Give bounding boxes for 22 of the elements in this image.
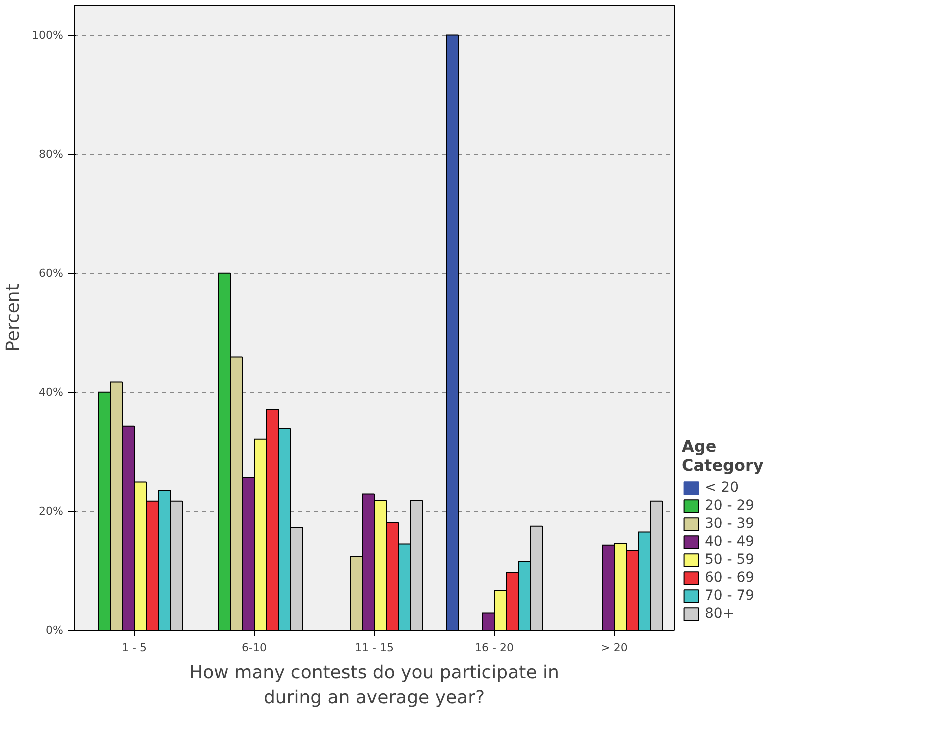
y-tick-label: 20%: [39, 504, 64, 518]
y-axis-title: Percent: [3, 284, 24, 352]
legend-label: 50 - 59: [705, 552, 755, 568]
x-tick-label: 6-10: [242, 642, 267, 654]
legend-label: 80+: [705, 606, 735, 622]
x-tick-label: 16 - 20: [475, 642, 514, 654]
y-tick-label: 80%: [39, 148, 64, 161]
x-tick-label: 11 - 15: [355, 642, 394, 654]
y-tick-label: 100%: [32, 28, 64, 42]
y-tick-label: 40%: [39, 386, 64, 399]
x-tick-label: > 20: [601, 642, 628, 654]
legend-label: < 20: [705, 480, 739, 496]
legend-label: 60 - 69: [705, 570, 755, 586]
legend-label: 20 - 29: [705, 498, 755, 514]
legend-title: Age Category: [682, 437, 764, 475]
x-tick-label: 1 - 5: [122, 642, 147, 654]
legend-label: 70 - 79: [705, 588, 755, 604]
y-tick-label: 60%: [39, 266, 64, 280]
y-tick-label: 0%: [46, 624, 64, 637]
legend-label: 30 - 39: [705, 516, 755, 532]
x-axis-title: How many contests do you participate in during an average year?: [190, 662, 560, 709]
legend-label: 40 - 49: [705, 534, 755, 550]
